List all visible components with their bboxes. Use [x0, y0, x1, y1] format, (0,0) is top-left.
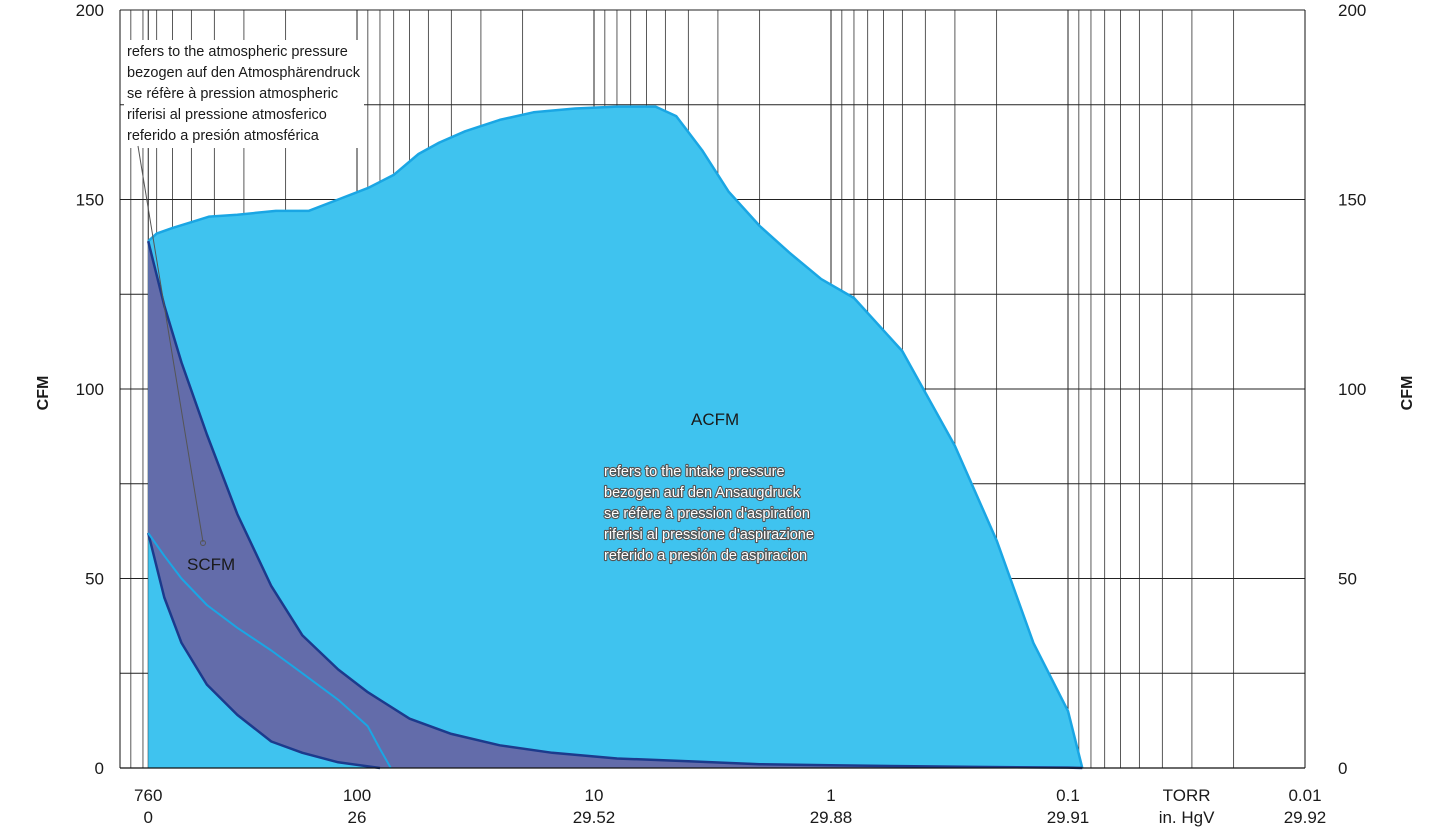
x-tick-sublabel: 29.52 — [573, 808, 616, 827]
x-tick-label: 0.1 — [1056, 786, 1080, 805]
x-axis: 760 0 100 26 10 29.52 1 29.88 0.1 29.91 TORR in. Hg… — [134, 786, 1326, 827]
y-tick-label-right: 150 — [1338, 191, 1366, 210]
atmospheric-note-box — [124, 40, 364, 148]
atmospheric-note-line-4: riferisi al pressione atmosferico — [127, 107, 327, 123]
intake-note-line-4: riferisi al pressione d'aspirazione — [604, 527, 814, 543]
y-tick-label-left: 0 — [95, 759, 104, 778]
y-tick-label-left: 100 — [76, 380, 104, 399]
atmospheric-note-line-3: se réfère à pression atmospheric — [127, 86, 338, 102]
y-tick-label-right: 100 — [1338, 380, 1366, 399]
intake-note: refers to the intake pressure bezogen au… — [603, 463, 815, 565]
y-tick-label-right: 200 — [1338, 1, 1366, 20]
y-axis-right: 0 50 100 150 200 — [1338, 1, 1366, 778]
inner-curve — [147, 532, 392, 769]
annotations: refers to the atmospheric pressure bezog… — [124, 40, 815, 574]
atmospheric-note-line-2: bezogen auf den Atmosphärendruck — [127, 65, 361, 81]
atmospheric-leader-dot — [200, 540, 206, 546]
x-tick-label: 1 — [826, 786, 835, 805]
scfm-area — [148, 241, 1083, 768]
y-axis-label-right: CFM — [1399, 376, 1416, 411]
acfm-curve — [147, 105, 1084, 769]
x-tick-sublabel: 0 — [144, 808, 153, 827]
x-tick-label: 100 — [343, 786, 371, 805]
plot-areas — [146, 105, 1084, 770]
x-tick-sublabel: 26 — [348, 808, 367, 827]
x-tick-label: 0.01 — [1288, 786, 1321, 805]
scfm-upper-curve — [146, 240, 1083, 770]
atmospheric-note-line-5: referido a presión atmosférica — [127, 128, 320, 144]
intake-note-line-3: se réfère à pression d'aspiration — [604, 506, 810, 522]
y-tick-label-left: 150 — [76, 191, 104, 210]
x-tick-label: 760 — [134, 786, 162, 805]
y-tick-label-right: 50 — [1338, 570, 1357, 589]
intake-note-line-1: refers to the intake pressure — [604, 464, 785, 480]
y-axis-label-left: CFM — [35, 376, 52, 411]
x-tick-label: 10 — [585, 786, 604, 805]
acfm-label: ACFM — [691, 410, 739, 429]
plot-frame — [119, 10, 1306, 769]
scfm-lower-curve — [146, 532, 381, 770]
scfm-label: SCFM — [187, 555, 235, 574]
y-axis-left: 0 50 100 150 200 — [76, 1, 104, 778]
x-tick-sublabel: 29.91 — [1047, 808, 1090, 827]
x-tick-sublabel: 29.92 — [1284, 808, 1327, 827]
y-tick-label-right: 0 — [1338, 759, 1347, 778]
y-tick-label-left: 200 — [76, 1, 104, 20]
atmospheric-leader-line — [137, 145, 204, 543]
intake-note-line-5: referido a presión de aspiracion — [604, 548, 807, 564]
x-tick-sublabel: 29.88 — [810, 808, 853, 827]
acfm-area — [148, 106, 1083, 769]
intake-note-line-2: bezogen auf den Ansaugdruck — [604, 485, 801, 501]
atmospheric-note-line-1: refers to the atmospheric pressure — [127, 44, 348, 60]
x-tick-sublabel: in. HgV — [1159, 808, 1215, 827]
y-tick-label-left: 50 — [85, 570, 104, 589]
x-tick-label: TORR — [1163, 786, 1211, 805]
